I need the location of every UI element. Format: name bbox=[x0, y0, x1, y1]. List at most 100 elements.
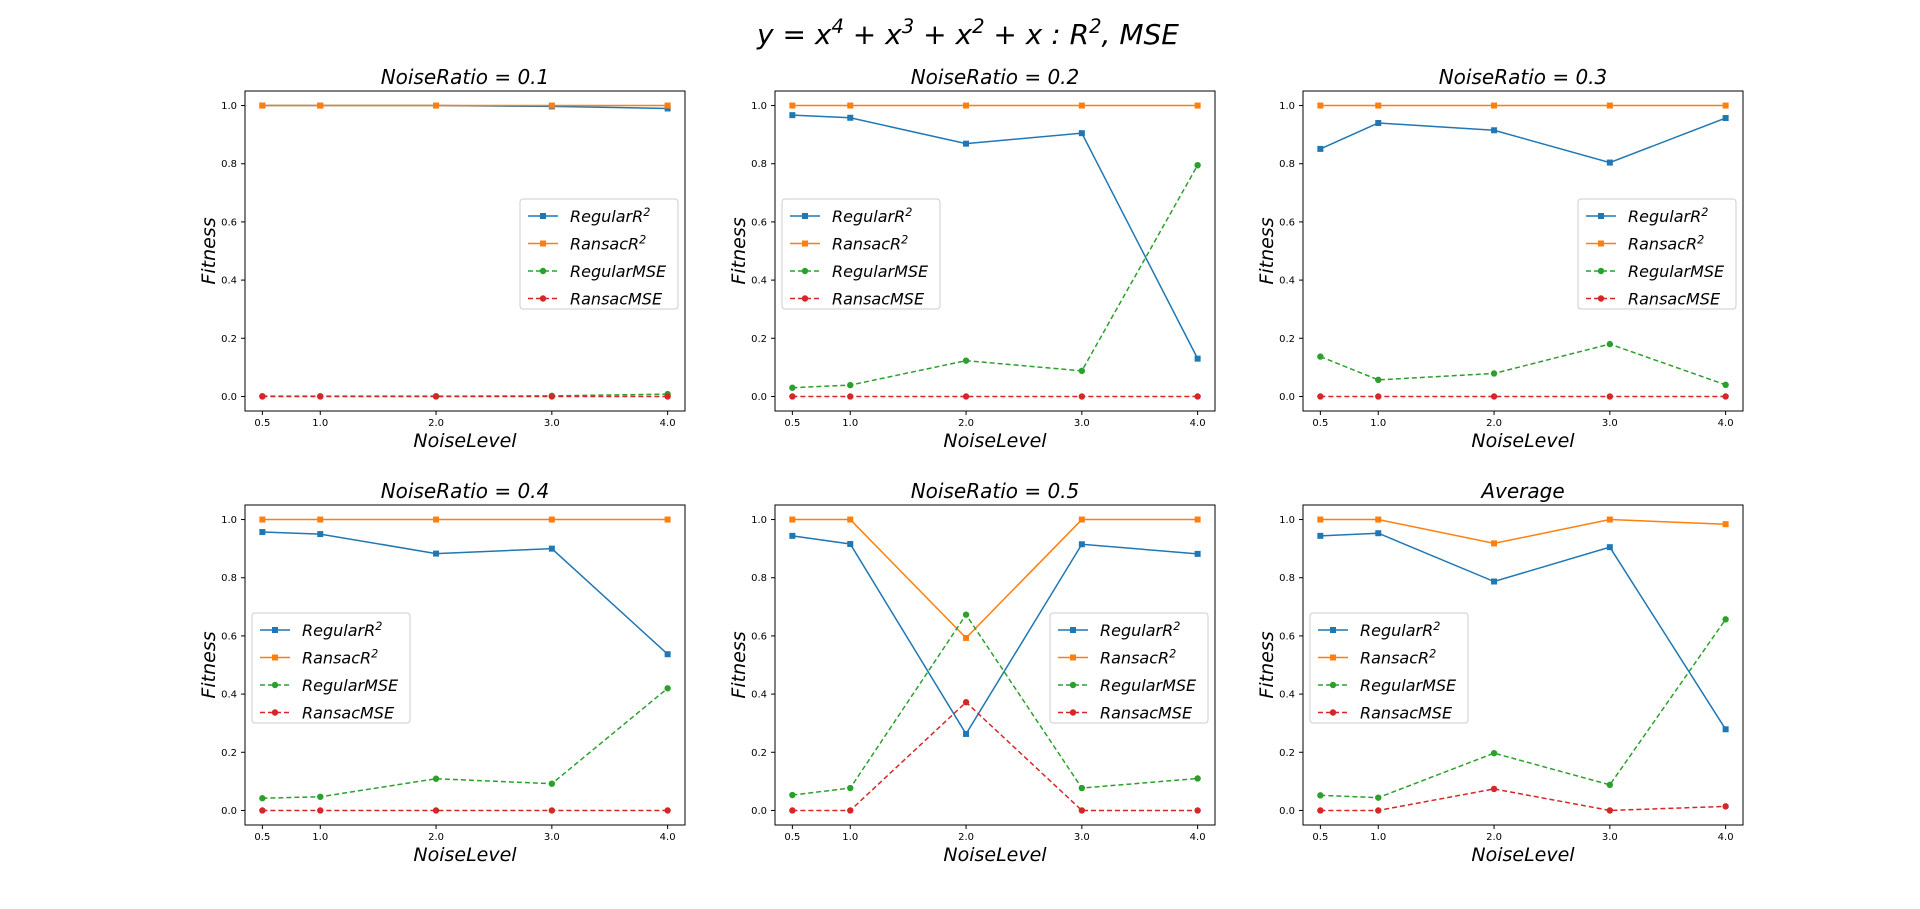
legend-label: RegularMSE bbox=[1360, 676, 1457, 695]
x-axis-label: NoiseLevel bbox=[943, 844, 1047, 866]
legend-entry: RegularMSE bbox=[1058, 676, 1197, 695]
y-tick-label: 0.0 bbox=[221, 392, 237, 403]
data-point bbox=[1491, 127, 1498, 134]
legend-entry: RegularMSE bbox=[528, 262, 667, 281]
y-tick-label: 1.0 bbox=[221, 515, 237, 526]
subplot-title: NoiseRatio = 0.2 bbox=[911, 65, 1080, 89]
data-point bbox=[1606, 102, 1613, 109]
legend: RegularR2 RansacR2 RegularMSE RansacMSE bbox=[251, 612, 411, 724]
legend-box bbox=[1049, 612, 1209, 724]
data-point bbox=[1194, 807, 1201, 814]
series-ransacmse bbox=[259, 393, 671, 400]
series-regularmse bbox=[789, 161, 1201, 391]
data-point bbox=[1722, 381, 1729, 389]
series-ransacmse bbox=[789, 393, 1201, 400]
legend-label: RegularR2 bbox=[1360, 620, 1440, 641]
x-tick-label: 2.0 bbox=[1486, 418, 1502, 429]
data-point bbox=[1194, 102, 1201, 109]
x-axis-label: NoiseLevel bbox=[1471, 430, 1575, 452]
subplot-title: Average bbox=[1479, 479, 1564, 503]
subplot-noiseratio-0-1: NoiseRatio = 0.1 0.5 1.0 2.0 3.0 4.0 0.0 0.2 0.4… bbox=[198, 65, 686, 452]
y-tick-label: 0.0 bbox=[221, 806, 237, 817]
data-point bbox=[1078, 516, 1085, 523]
data-point bbox=[1722, 102, 1729, 109]
x-tick-label: 3.0 bbox=[1602, 832, 1618, 843]
x-tick-label: 0.5 bbox=[1312, 418, 1328, 429]
legend-marker bbox=[801, 267, 809, 275]
data-point bbox=[1606, 516, 1613, 523]
x-tick-label: 0.5 bbox=[254, 418, 270, 429]
legend-entry: RansacR2 bbox=[1318, 647, 1436, 668]
data-point bbox=[548, 807, 556, 814]
series-ransacr2 bbox=[259, 516, 671, 523]
data-point bbox=[1375, 376, 1382, 384]
series-regularmse bbox=[1317, 616, 1729, 801]
data-point bbox=[1375, 102, 1382, 109]
data-point bbox=[789, 807, 796, 814]
data-point bbox=[317, 516, 324, 523]
data-point bbox=[664, 393, 671, 400]
subplot-title: NoiseRatio = 0.5 bbox=[911, 479, 1080, 503]
x-tick-label: 1.0 bbox=[842, 418, 858, 429]
data-point bbox=[1375, 393, 1382, 400]
data-point bbox=[548, 545, 555, 552]
y-tick-label: 0.8 bbox=[1279, 573, 1295, 584]
legend-entry: RegularR2 bbox=[1058, 620, 1180, 640]
x-axis-label: NoiseLevel bbox=[1471, 844, 1575, 866]
legend-label: RegularMSE bbox=[302, 676, 399, 695]
x-tick-label: 3.0 bbox=[1602, 418, 1618, 429]
y-tick-label: 0.4 bbox=[1279, 690, 1295, 701]
x-axis-label: NoiseLevel bbox=[413, 844, 517, 866]
x-tick-label: 1.0 bbox=[842, 832, 858, 843]
data-point bbox=[1606, 807, 1614, 814]
x-tick-label: 3.0 bbox=[1074, 832, 1090, 843]
series-ransacmse bbox=[259, 807, 671, 814]
series-regularmse bbox=[1317, 340, 1729, 389]
y-tick-label: 0.4 bbox=[221, 276, 237, 287]
subplot-noiseratio-0-2: NoiseRatio = 0.2 0.5 1.0 2.0 3.0 4.0 0.0 0.2 0.4… bbox=[728, 65, 1216, 452]
x-tick-label: 4.0 bbox=[1190, 832, 1206, 843]
data-point bbox=[962, 393, 970, 400]
series-regularr2 bbox=[259, 529, 671, 658]
y-tick-label: 0.8 bbox=[751, 159, 767, 170]
legend-label: RansacMSE bbox=[1360, 704, 1453, 723]
legend-entry: RegularMSE bbox=[790, 262, 929, 281]
data-point bbox=[1317, 532, 1324, 539]
y-tick-label: 0.2 bbox=[1279, 334, 1295, 345]
y-tick-label: 0.6 bbox=[1279, 217, 1295, 228]
legend-label: RansacR2 bbox=[1628, 233, 1704, 254]
data-point bbox=[1078, 130, 1085, 137]
legend: RegularR2 RansacR2 RegularMSE RansacMSE bbox=[1049, 612, 1209, 724]
data-point bbox=[1490, 370, 1498, 377]
legend-marker bbox=[271, 681, 279, 689]
data-point bbox=[1490, 749, 1498, 757]
data-point bbox=[432, 775, 440, 782]
data-point bbox=[789, 384, 796, 391]
y-axis-label: Fitness bbox=[1256, 217, 1278, 284]
data-point bbox=[847, 114, 854, 121]
x-tick-label: 3.0 bbox=[544, 832, 560, 843]
x-tick-label: 1.0 bbox=[1370, 418, 1386, 429]
data-point bbox=[1317, 792, 1324, 799]
x-tick-label: 2.0 bbox=[958, 832, 974, 843]
data-point bbox=[1317, 516, 1324, 523]
legend-box bbox=[1577, 198, 1737, 310]
x-tick-label: 3.0 bbox=[544, 418, 560, 429]
series-regularr2 bbox=[789, 532, 1201, 737]
legend-marker bbox=[1597, 267, 1605, 275]
legend-entry: RansacR2 bbox=[790, 233, 908, 254]
data-point bbox=[963, 730, 970, 737]
series-line bbox=[262, 393, 668, 397]
legend-label: RegularMSE bbox=[1100, 676, 1197, 695]
legend-marker bbox=[1070, 654, 1076, 661]
legend-entry: RansacMSE bbox=[1318, 704, 1453, 723]
y-tick-label: 0.4 bbox=[221, 690, 237, 701]
data-point bbox=[664, 651, 671, 658]
figure-title: y = x4 + x3 + x2 + x : R2, MSE bbox=[756, 15, 1179, 52]
y-tick-label: 0.8 bbox=[1279, 159, 1295, 170]
data-point bbox=[847, 381, 854, 389]
data-point bbox=[1606, 340, 1614, 348]
data-point bbox=[1606, 781, 1614, 789]
y-tick-label: 0.2 bbox=[751, 334, 767, 345]
legend-label: RegularR2 bbox=[570, 206, 650, 227]
